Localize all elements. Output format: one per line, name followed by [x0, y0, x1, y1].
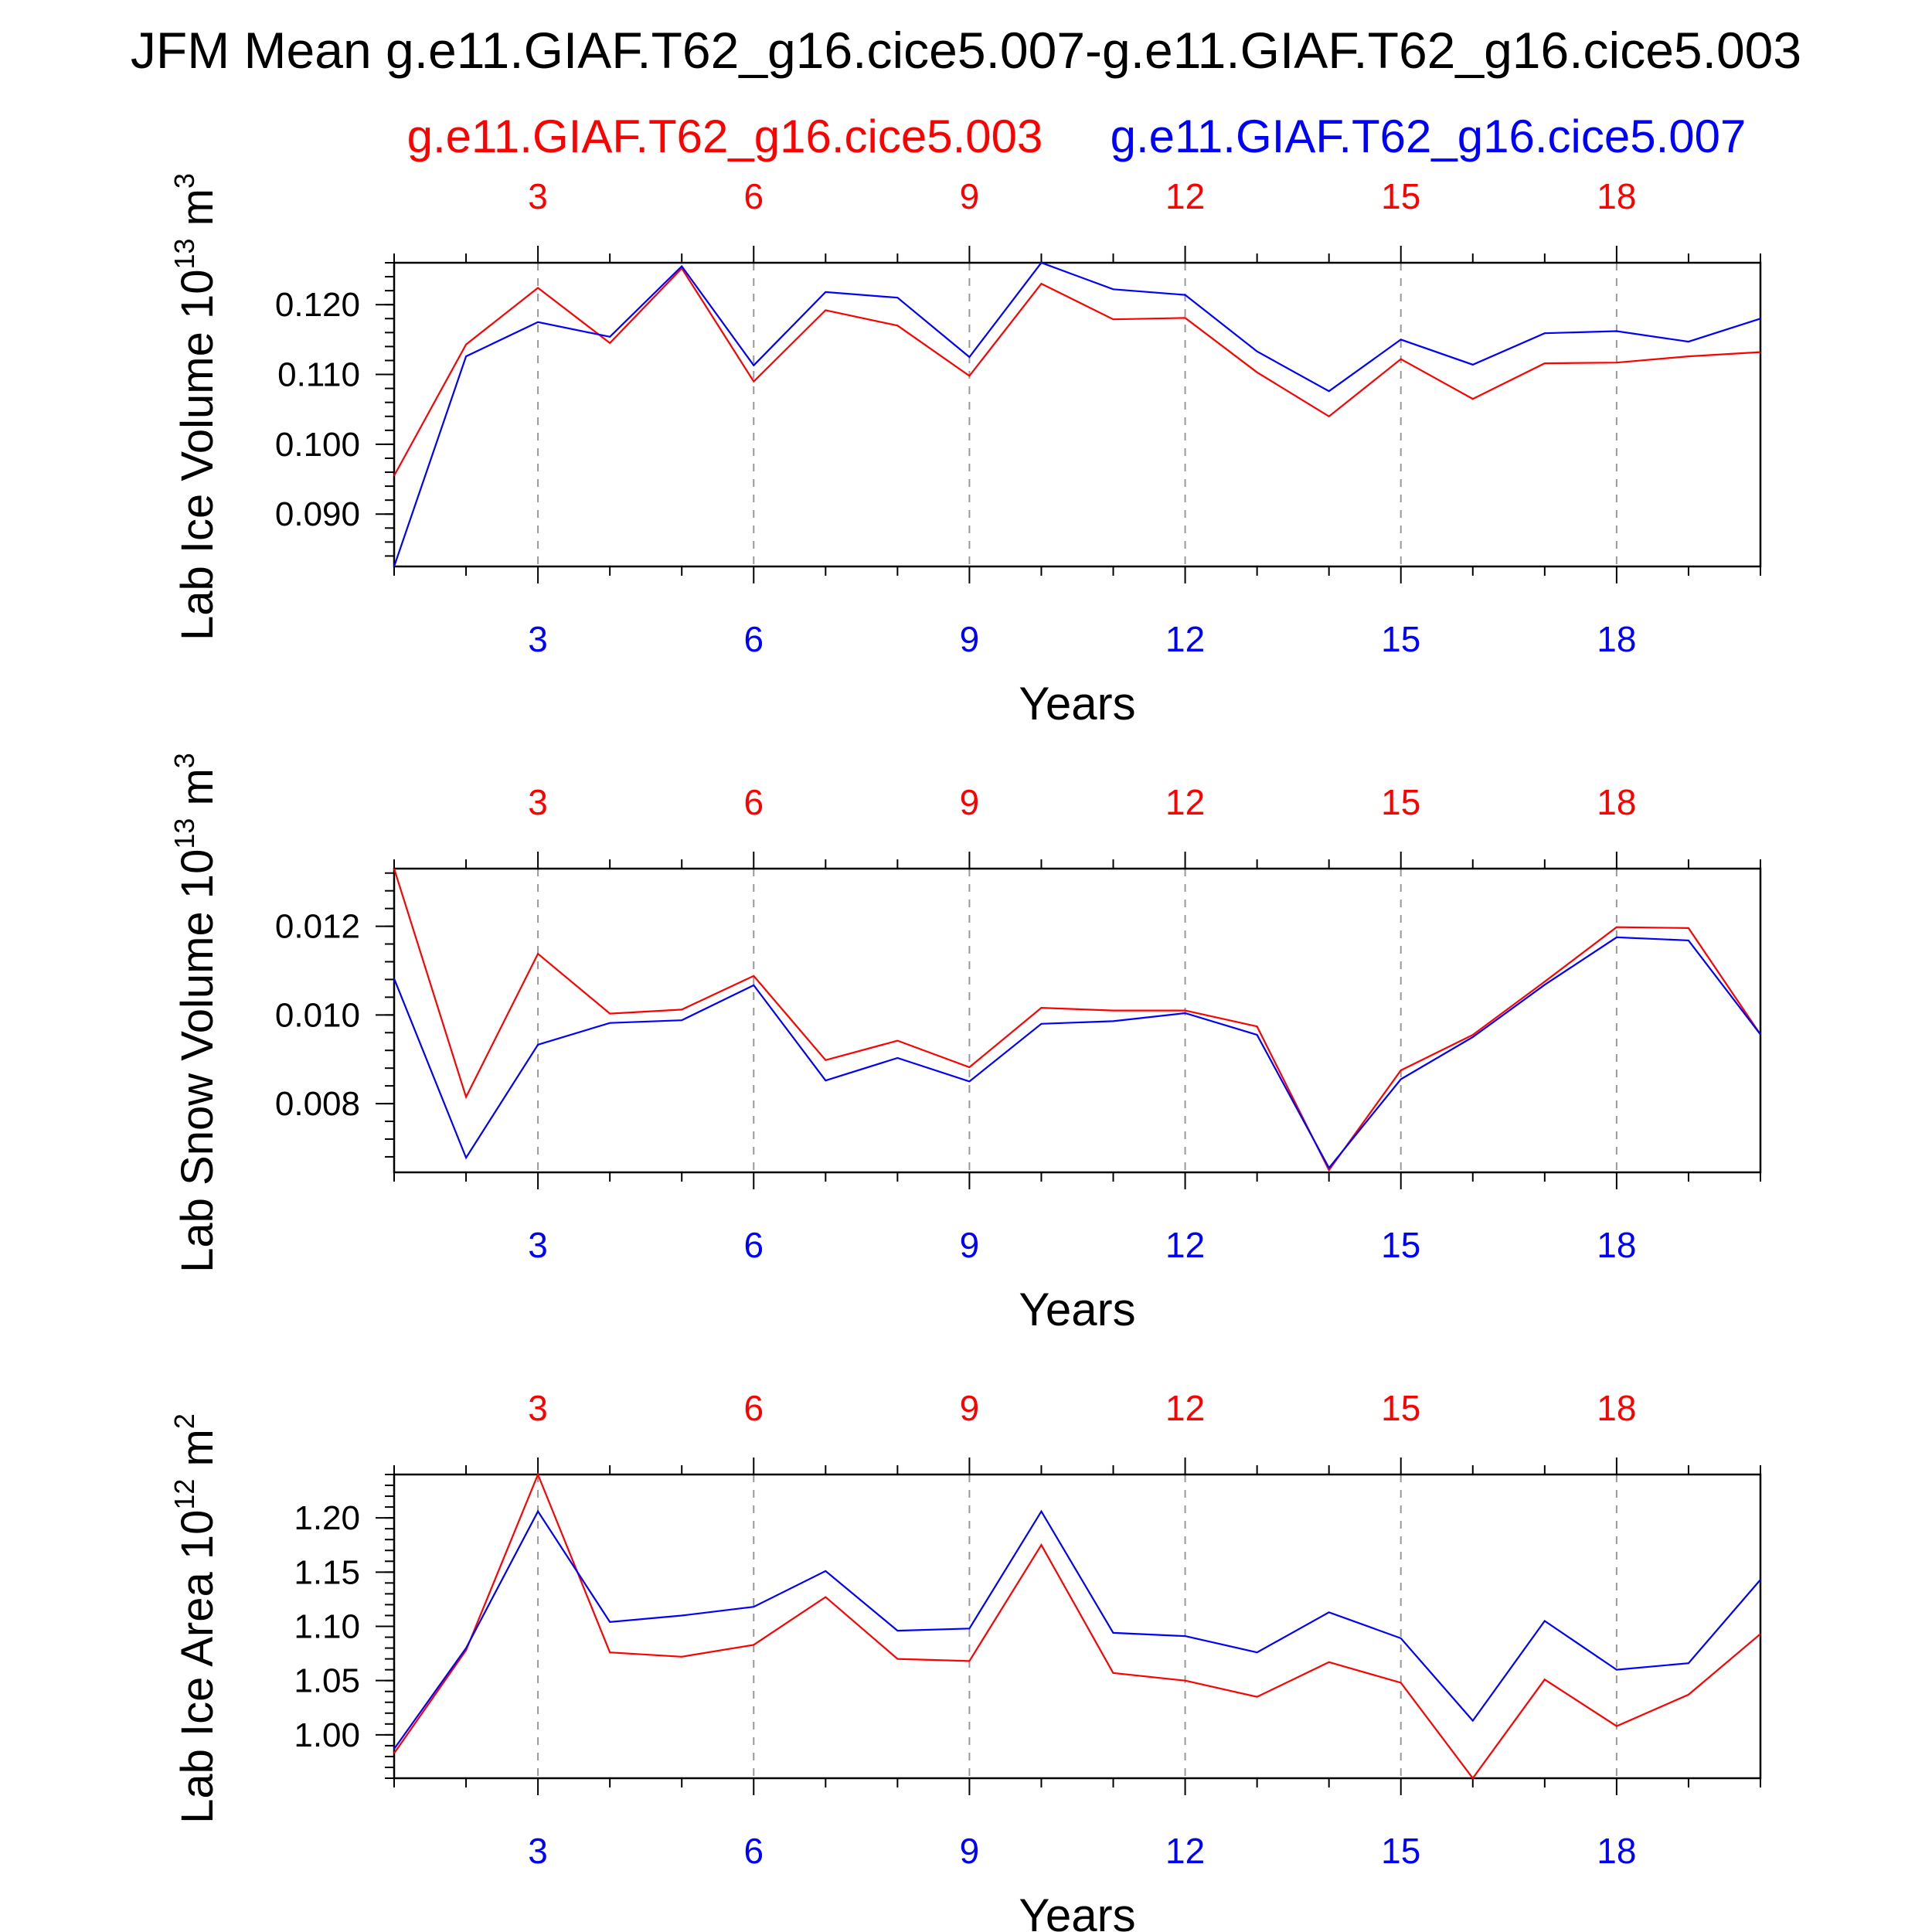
x-tick-label-top: 12 — [1165, 782, 1205, 822]
x-tick-label-top: 9 — [960, 176, 980, 216]
x-tick-label-top: 18 — [1597, 176, 1636, 216]
y-tick-label: 1.10 — [294, 1608, 360, 1646]
y-tick-label: 0.090 — [275, 495, 360, 533]
series-line-red — [393, 267, 1761, 477]
x-tick-label-bottom: 18 — [1597, 619, 1636, 659]
x-tick-label-top: 9 — [960, 782, 980, 822]
x-tick-label-bottom: 12 — [1165, 619, 1205, 659]
y-tick-label: 1.00 — [294, 1716, 360, 1754]
x-tick-label-top: 15 — [1381, 782, 1420, 822]
series-line-red — [393, 868, 1761, 1172]
x-tick-label-bottom: 12 — [1165, 1225, 1205, 1265]
y-tick-label: 0.100 — [275, 426, 360, 464]
y-label-unit: m — [172, 768, 223, 818]
x-tick-label-top: 9 — [960, 1388, 980, 1428]
x-axis-label: Years — [1019, 1284, 1135, 1335]
y-axis-label: Lab Ice Area 1012 m2 — [168, 1413, 223, 1824]
x-tick-label-top: 15 — [1381, 1388, 1420, 1428]
y-axis-label: Lab Snow Volume 1013 m3 — [168, 753, 223, 1273]
x-tick-label-top: 3 — [528, 1388, 548, 1428]
y-label-exponent: 13 — [168, 238, 200, 269]
y-tick-label: 1.05 — [294, 1662, 360, 1700]
chart-title: JFM Mean g.e11.GIAF.T62_g16.cice5.007-g.… — [131, 22, 1801, 79]
x-tick-label-top: 3 — [528, 176, 548, 216]
y-label-unit-exponent: 3 — [168, 173, 200, 189]
x-axis-label: Years — [1019, 1889, 1135, 1932]
x-axis-label: Years — [1019, 678, 1135, 730]
y-tick-label: 0.110 — [277, 356, 360, 394]
x-tick-label-bottom: 15 — [1381, 1225, 1420, 1265]
panel-3: 3 3 6 6 9 9 12 12 15 15 18 18 1.00 1.05 1.10 1.15 1.20 Ye… — [168, 1388, 1762, 1932]
y-tick-label: 0.120 — [275, 286, 360, 324]
y-label-exponent: 12 — [168, 1479, 200, 1510]
x-tick-label-bottom: 3 — [528, 619, 548, 659]
x-tick-label-bottom: 9 — [960, 619, 980, 659]
x-tick-label-bottom: 9 — [960, 1831, 980, 1871]
y-label-main: Lab Ice Volume 10 — [172, 270, 223, 641]
x-tick-label-bottom: 15 — [1381, 1831, 1420, 1871]
x-tick-label-top: 18 — [1597, 782, 1636, 822]
x-tick-label-bottom: 18 — [1597, 1831, 1636, 1871]
y-label-main: Lab Ice Area 10 — [172, 1510, 223, 1824]
y-tick-label: 1.15 — [294, 1553, 360, 1591]
series-line-red — [393, 1472, 1761, 1780]
x-tick-label-top: 6 — [743, 1388, 764, 1428]
x-tick-label-bottom: 3 — [528, 1225, 548, 1265]
x-tick-label-bottom: 15 — [1381, 619, 1420, 659]
y-tick-label: 1.20 — [294, 1499, 360, 1537]
x-tick-label-bottom: 12 — [1165, 1831, 1205, 1871]
legend-label-red: g.e11.GIAF.T62_g16.cice5.003 — [407, 111, 1043, 162]
x-tick-label-top: 15 — [1381, 176, 1420, 216]
x-tick-label-top: 6 — [743, 176, 764, 216]
panel-1: 3 3 6 6 9 9 12 12 15 15 18 18 0.090 0.100 0.110 0.120 Ye… — [168, 173, 1762, 730]
x-tick-label-bottom: 18 — [1597, 1225, 1636, 1265]
x-tick-label-bottom: 3 — [528, 1831, 548, 1871]
y-axis-label: Lab Ice Volume 1013 m3 — [168, 173, 223, 641]
y-label-unit-exponent: 3 — [168, 753, 200, 768]
x-tick-label-top: 3 — [528, 782, 548, 822]
x-tick-label-bottom: 6 — [743, 619, 764, 659]
series-line-blue — [393, 1509, 1761, 1750]
panel-2: 3 3 6 6 9 9 12 12 15 15 18 18 0.008 0.010 0.012 Years La… — [168, 753, 1762, 1335]
x-tick-label-top: 6 — [743, 782, 764, 822]
y-tick-label: 0.012 — [275, 908, 360, 946]
legend-label-blue: g.e11.GIAF.T62_g16.cice5.007 — [1111, 111, 1747, 162]
y-tick-label: 0.010 — [275, 996, 360, 1034]
plot-frame — [393, 867, 1762, 1174]
y-label-unit-exponent: 2 — [168, 1413, 200, 1429]
x-tick-label-top: 12 — [1165, 1388, 1205, 1428]
x-tick-label-bottom: 6 — [743, 1831, 764, 1871]
series-line-blue — [393, 261, 1761, 567]
series-line-blue — [393, 936, 1761, 1170]
y-label-main: Lab Snow Volume 10 — [172, 849, 223, 1273]
x-tick-label-bottom: 9 — [960, 1225, 980, 1265]
y-tick-label: 0.008 — [275, 1085, 360, 1123]
x-tick-label-top: 18 — [1597, 1388, 1636, 1428]
x-tick-label-top: 12 — [1165, 176, 1205, 216]
y-label-unit: m — [172, 189, 223, 238]
y-label-unit: m — [172, 1429, 223, 1478]
plot-frame — [393, 261, 1762, 568]
x-tick-label-bottom: 6 — [743, 1225, 764, 1265]
y-label-exponent: 13 — [168, 818, 200, 849]
